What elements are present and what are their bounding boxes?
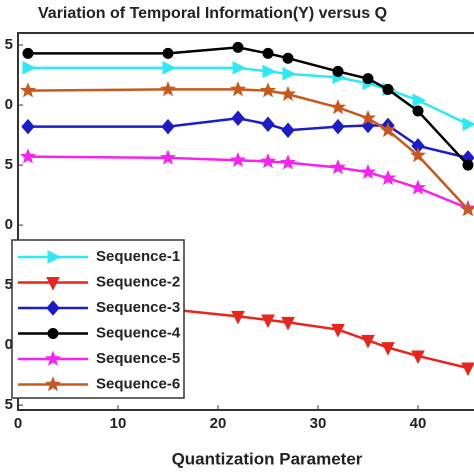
data-point: [361, 334, 375, 349]
series-line: [27, 88, 469, 211]
y-tick-label: 0: [5, 216, 13, 233]
data-point: [410, 179, 426, 195]
y-tick-label: 5: [5, 156, 13, 173]
data-point: [262, 47, 274, 59]
data-point: [460, 201, 474, 217]
x-tick-label: 10: [110, 415, 127, 432]
legend-marker: [46, 300, 60, 316]
legend-box: [11, 239, 185, 399]
y-tick-label: 0: [5, 96, 13, 113]
data-point: [330, 159, 346, 175]
data-point: [411, 350, 425, 365]
x-tick-label: 30: [310, 415, 327, 432]
series-line: [27, 304, 469, 370]
data-point: [332, 65, 344, 77]
y-tick-label: 5: [5, 276, 13, 293]
data-point: [412, 105, 424, 117]
data-point: [230, 151, 246, 168]
legend-marker: [47, 328, 59, 339]
legend-marker: [46, 277, 60, 291]
data-point: [362, 73, 374, 85]
legend-label: Sequence-4: [96, 324, 181, 341]
x-tick-label: 20: [210, 415, 227, 432]
data-point: [161, 118, 175, 135]
data-point: [20, 148, 36, 164]
data-point: [412, 93, 427, 108]
data-point: [330, 99, 346, 115]
data-point: [410, 147, 426, 163]
data-point: [160, 149, 176, 165]
data-point: [232, 61, 247, 75]
legend-marker: [45, 376, 61, 392]
legend-label: Sequence-5: [96, 350, 180, 367]
legend-marker: [47, 250, 62, 264]
data-point: [380, 169, 396, 186]
legend-label: Sequence-3: [96, 299, 180, 316]
data-point: [22, 47, 34, 59]
data-point: [281, 122, 295, 139]
data-point: [21, 118, 35, 135]
data-point: [262, 64, 277, 79]
series-line: [28, 66, 469, 126]
data-point: [282, 67, 297, 81]
data-point: [261, 116, 275, 133]
data-point: [360, 109, 376, 126]
data-point: [22, 61, 37, 75]
legend-label: Sequence-2: [96, 273, 180, 290]
x-axis-label: Quantization Parameter: [172, 449, 363, 468]
data-point: [231, 310, 245, 325]
series-line: [27, 155, 469, 210]
data-point: [260, 153, 276, 169]
series-line: [28, 116, 469, 160]
data-point: [282, 52, 294, 64]
data-point: [281, 316, 295, 331]
data-point: [162, 47, 174, 59]
y-tick-label: 5: [5, 36, 13, 53]
data-point: [461, 362, 474, 377]
data-point: [232, 41, 244, 53]
data-point: [160, 81, 176, 97]
y-tick-label: 5: [5, 396, 13, 413]
data-point: [462, 117, 474, 132]
y-tick-label: 0: [5, 336, 13, 353]
chart-title: Variation of Temporal Information(Y) ver…: [38, 5, 387, 22]
x-tick-label: 40: [410, 415, 427, 432]
x-tick-label: 0: [14, 415, 22, 432]
data-point: [280, 154, 296, 170]
data-point: [280, 85, 296, 102]
series-line: [28, 46, 469, 166]
legend-label: Sequence-6: [96, 375, 180, 392]
data-point: [231, 110, 245, 127]
data-point: [20, 82, 36, 98]
data-point: [331, 118, 345, 135]
data-point: [380, 121, 396, 138]
data-point: [261, 314, 275, 329]
legend-label: Sequence-1: [96, 248, 180, 265]
data-point: [360, 163, 376, 180]
data-point: [162, 61, 177, 75]
data-point: [331, 324, 345, 338]
data-point: [381, 342, 395, 356]
legend-marker: [45, 350, 61, 366]
data-point: [382, 83, 394, 95]
data-point: [260, 82, 276, 98]
data-point: [230, 81, 246, 97]
data-point: [462, 159, 474, 171]
